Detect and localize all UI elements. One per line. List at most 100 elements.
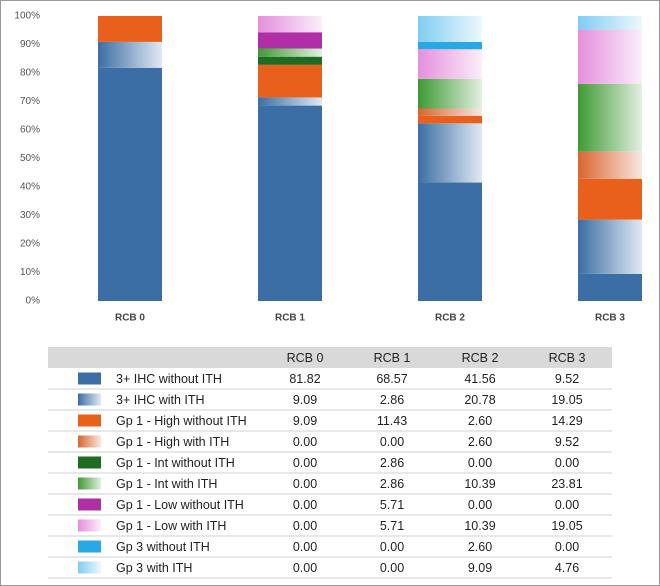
x-tick-label: RCB 3 (595, 313, 625, 324)
legend-swatch (78, 477, 101, 490)
table-cell: 9.09 (293, 393, 317, 407)
legend-label: 3+ IHC without ITH (116, 372, 222, 386)
bar-segment (258, 56, 322, 65)
table-cell: 2.60 (468, 435, 492, 449)
table-cell: 0.00 (293, 456, 317, 470)
table-cell: 23.81 (551, 477, 582, 491)
legend-swatch (78, 540, 101, 553)
table-cell: 0.00 (293, 540, 317, 554)
bar-segment (578, 151, 642, 179)
table-cell: 9.09 (293, 414, 317, 428)
x-tick-label: RCB 1 (275, 313, 305, 324)
table-cell: 0.00 (468, 456, 492, 470)
legend-label: Gp 1 - High without ITH (116, 414, 247, 428)
bar-segment (578, 83, 642, 152)
table-cell: 10.39 (464, 519, 495, 533)
legend-label: Gp 3 without ITH (116, 540, 210, 554)
bar-segment (258, 48, 322, 57)
table-cell: 0.00 (555, 498, 579, 512)
table-cell: 0.00 (293, 561, 317, 575)
table-cell: 81.82 (289, 372, 320, 386)
table-cell: 0.00 (380, 561, 404, 575)
table-cell: 9.52 (555, 435, 579, 449)
bar-segment (418, 15, 482, 42)
table-cell: 68.57 (376, 372, 407, 386)
bar-segment (418, 41, 482, 50)
bar-segment (578, 273, 642, 301)
table-cell: 19.05 (551, 519, 582, 533)
legend-label: Gp 1 - Low with ITH (116, 519, 226, 533)
bar-segment (418, 78, 482, 109)
table-cell: 0.00 (380, 435, 404, 449)
table-cell: 20.78 (464, 393, 495, 407)
legend-swatch (78, 393, 101, 406)
y-tick-label: 30% (20, 210, 40, 221)
table-cell: 9.09 (468, 561, 492, 575)
y-tick-label: 0% (26, 296, 41, 307)
bar-segment (258, 105, 322, 301)
legend-label: Gp 3 with ITH (116, 561, 192, 575)
bar-segment (98, 16, 162, 42)
x-tick-label: RCB 2 (435, 313, 465, 324)
table-cell: 0.00 (555, 456, 579, 470)
legend-swatch (78, 372, 101, 385)
table-cell: 4.76 (555, 561, 579, 575)
legend-swatch (78, 498, 101, 511)
table-cell: 2.86 (380, 477, 404, 491)
table-header: RCB 1 (374, 351, 411, 365)
table-cell: 11.43 (377, 414, 407, 428)
bar-segment (258, 97, 322, 106)
bar-segment (418, 108, 482, 116)
table-cell: 10.39 (464, 477, 495, 491)
table-cell: 0.00 (380, 540, 404, 554)
legend-swatch (78, 561, 101, 574)
table-cell: 5.71 (380, 519, 404, 533)
table-cell: 9.52 (555, 372, 579, 386)
bar-segment (578, 29, 642, 84)
y-tick-label: 80% (20, 68, 40, 79)
y-tick-label: 40% (20, 182, 40, 193)
bar-segment (98, 67, 162, 301)
legend-label: Gp 1 - Low without ITH (116, 498, 244, 512)
table-cell: 41.56 (464, 372, 495, 386)
bar-segment (258, 64, 322, 98)
bar-segment (98, 41, 162, 68)
table-header: RCB 3 (549, 351, 586, 365)
y-tick-label: 20% (20, 239, 40, 250)
table-header: RCB 0 (287, 351, 324, 365)
table-cell: 2.60 (468, 414, 492, 428)
bar-segment (578, 178, 642, 220)
bar-segment (418, 123, 482, 183)
legend-label: Gp 1 - Int with ITH (116, 477, 217, 491)
table-cell: 14.29 (551, 414, 582, 428)
y-tick-label: 70% (20, 96, 40, 107)
bar-segment (418, 49, 482, 79)
bar-segment (418, 115, 482, 124)
legend-label: 3+ IHC with ITH (116, 393, 205, 407)
bar-segment (418, 182, 482, 301)
table-cell: 0.00 (555, 540, 579, 554)
legend-swatch (78, 435, 101, 448)
bar-segment (258, 16, 322, 33)
legend-swatch (78, 519, 101, 532)
y-tick-label: 50% (20, 153, 40, 164)
legend-swatch (78, 456, 101, 469)
legend-label: Gp 1 - High with ITH (116, 435, 229, 449)
table-cell: 2.86 (380, 393, 404, 407)
table-cell: 19.05 (551, 393, 582, 407)
table-cell: 0.00 (293, 519, 317, 533)
table-header: RCB 2 (462, 351, 499, 365)
y-tick-label: 60% (20, 125, 40, 136)
y-tick-label: 100% (14, 11, 40, 22)
bar-segment (578, 16, 642, 30)
legend-label: Gp 1 - Int without ITH (116, 456, 235, 470)
table-cell: 0.00 (293, 435, 317, 449)
bar-segment (578, 219, 642, 274)
x-tick-label: RCB 0 (115, 313, 145, 324)
table-cell: 0.00 (293, 498, 317, 512)
table-cell: 0.00 (293, 477, 317, 491)
table-cell: 2.60 (468, 540, 492, 554)
table-cell: 5.71 (380, 498, 404, 512)
bar-segment (258, 32, 322, 49)
